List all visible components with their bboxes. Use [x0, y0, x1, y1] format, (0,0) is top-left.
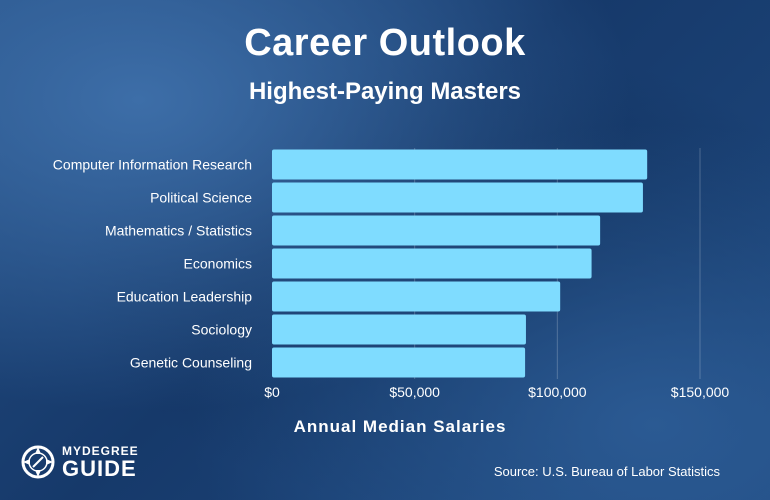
category-label: Mathematics / Statistics [105, 223, 252, 239]
bar [272, 347, 526, 378]
logo-text-bottom: GUIDE [62, 455, 137, 481]
bar [272, 281, 561, 312]
bar [272, 248, 592, 279]
bar [272, 215, 601, 246]
category-label: Economics [184, 256, 252, 272]
x-tick-label: $50,000 [389, 384, 440, 400]
category-label: Education Leadership [117, 289, 253, 305]
x-tick-label: $0 [264, 384, 280, 400]
bar [272, 149, 648, 180]
site-logo: MYDEGREE GUIDE [20, 440, 139, 484]
category-label: Political Science [150, 190, 252, 206]
category-label: Genetic Counseling [130, 355, 252, 371]
chart-subtitle: Highest-Paying Masters [248, 78, 522, 105]
source-note: Source: U.S. Bureau of Labor Statistics [493, 464, 720, 479]
category-label: Sociology [191, 322, 252, 338]
x-axis-label: Annual Median Salaries [293, 417, 507, 436]
bar [272, 182, 643, 213]
x-tick-label: $150,000 [671, 384, 730, 400]
category-label: Computer Information Research [53, 157, 252, 173]
chart-title: Career Outlook [244, 22, 526, 64]
compass-icon [21, 445, 55, 479]
logo-text-top: MYDEGREE [62, 443, 139, 458]
bar [272, 314, 526, 345]
x-tick-label: $100,000 [528, 384, 587, 400]
